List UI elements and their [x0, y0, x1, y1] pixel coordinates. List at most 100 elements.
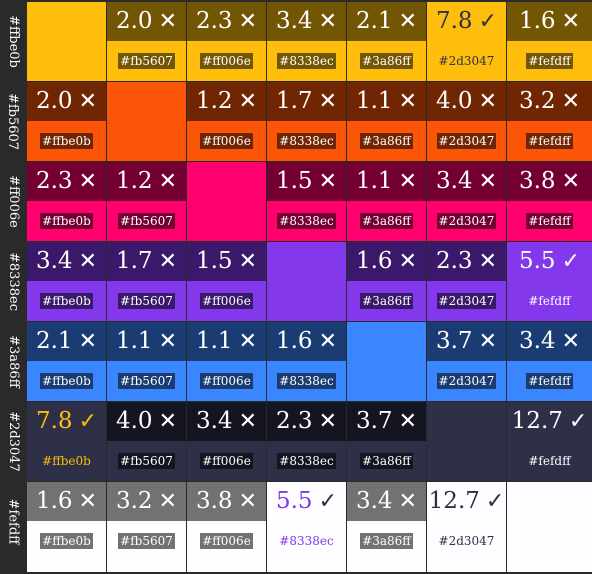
- cross-icon: ✕: [318, 329, 337, 354]
- ratio-value: 12.7: [428, 488, 480, 514]
- contrast-cell: 2.3 ✕ #ffbe0b: [27, 162, 106, 241]
- color-code: #fb5607: [118, 533, 175, 549]
- color-code-label: #3a86ff: [347, 290, 426, 309]
- cell-shade: [27, 482, 106, 521]
- contrast-cell: 1.5 ✕ #ff006e: [187, 242, 266, 321]
- color-code-label: #fefdff: [507, 210, 592, 229]
- row-label-text: #8338ec: [5, 252, 21, 311]
- row-label-text: #ff006e: [5, 175, 21, 228]
- contrast-cell: 1.1 ✕ #3a86ff: [347, 162, 426, 241]
- contrast-cell: 4.0 ✕ #fb5607: [107, 402, 186, 481]
- cell-shade: [507, 322, 592, 361]
- ratio-value: 1.6: [275, 328, 313, 354]
- color-code: #fefdff: [526, 53, 573, 69]
- cell-shade: [347, 82, 426, 121]
- row-label: #fb5607: [0, 82, 26, 161]
- contrast-ratio: 2.0 ✕: [107, 8, 186, 34]
- cross-icon: ✕: [158, 489, 177, 514]
- ratio-value: 2.3: [35, 168, 73, 194]
- contrast-ratio: 2.0 ✕: [27, 88, 106, 114]
- color-code: #3a86ff: [360, 533, 413, 549]
- row-label: #fefdff: [0, 482, 26, 561]
- contrast-ratio: 3.4 ✕: [507, 328, 592, 354]
- cell-shade: [267, 162, 346, 201]
- ratio-value: 2.0: [35, 88, 73, 114]
- color-code-label: #3a86ff: [347, 530, 426, 549]
- contrast-ratio: 1.1 ✕: [347, 88, 426, 114]
- ratio-value: 1.1: [355, 168, 393, 194]
- contrast-ratio: 4.0 ✕: [427, 88, 506, 114]
- color-code: #3a86ff: [360, 213, 413, 229]
- color-code: #fefdff: [528, 294, 571, 308]
- contrast-cell: 1.6 ✕ #3a86ff: [347, 242, 426, 321]
- contrast-cell: 3.8 ✕ #ff006e: [187, 482, 266, 572]
- color-code: #fb5607: [118, 293, 175, 309]
- check-icon: ✓: [485, 489, 505, 514]
- contrast-cell: 4.0 ✕ #2d3047: [427, 82, 506, 161]
- contrast-cell: [427, 402, 506, 481]
- cell-shade: [347, 2, 426, 41]
- ratio-value: 1.6: [355, 248, 393, 274]
- contrast-cell: [187, 162, 266, 241]
- contrast-cell: 1.7 ✕ #fb5607: [107, 242, 186, 321]
- row-label: #ffbe0b: [0, 2, 26, 81]
- cell-shade: [107, 162, 186, 201]
- ratio-value: 1.5: [195, 248, 233, 274]
- contrast-cell: 3.4 ✕ #ffbe0b: [27, 242, 106, 321]
- color-code: #ff006e: [200, 133, 253, 149]
- color-code: #fb5607: [118, 53, 175, 69]
- color-code-label: #8338ec: [267, 130, 346, 149]
- contrast-ratio: 1.1 ✕: [107, 328, 186, 354]
- color-code: #ffbe0b: [40, 533, 93, 549]
- contrast-cell: 12.7 ✓ #2d3047: [427, 482, 506, 572]
- cross-icon: ✕: [318, 409, 337, 434]
- cell-shade: [107, 322, 186, 361]
- cross-icon: ✕: [398, 489, 417, 514]
- color-code: #8338ec: [277, 373, 336, 389]
- color-code-label: #3a86ff: [347, 450, 426, 469]
- contrast-ratio: 5.5 ✓: [267, 488, 346, 514]
- ratio-value: 4.0: [115, 408, 153, 434]
- cell-shade: [107, 402, 186, 441]
- cross-icon: ✕: [238, 9, 257, 34]
- contrast-cell: 3.7 ✕ #2d3047: [427, 322, 506, 401]
- cross-icon: ✕: [78, 169, 97, 194]
- ratio-value: 1.2: [195, 88, 233, 114]
- contrast-cell: 3.2 ✕ #fefdff: [507, 82, 592, 161]
- color-code: #ffbe0b: [40, 133, 93, 149]
- color-code: #3a86ff: [360, 453, 413, 469]
- row-label-text: #fefdff: [5, 498, 21, 545]
- cross-icon: ✕: [561, 169, 580, 194]
- contrast-ratio: 1.1 ✕: [187, 328, 266, 354]
- ratio-value: 3.4: [275, 8, 313, 34]
- contrast-cell: 2.0 ✕ #fb5607: [107, 2, 186, 81]
- cross-icon: ✕: [158, 9, 177, 34]
- cell-shade: [187, 482, 266, 521]
- color-code-label: #ff006e: [187, 130, 266, 149]
- cross-icon: ✕: [398, 409, 417, 434]
- contrast-ratio: 2.1 ✕: [347, 8, 426, 34]
- contrast-ratio: 2.3 ✕: [27, 168, 106, 194]
- contrast-cell: [27, 2, 106, 81]
- color-code-label: #2d3047: [427, 130, 506, 149]
- contrast-cell: 3.4 ✕ #ff006e: [187, 402, 266, 481]
- cell-shade: [347, 402, 426, 441]
- contrast-ratio: 1.5 ✕: [187, 248, 266, 274]
- ratio-value: 1.1: [115, 328, 153, 354]
- check-icon: ✓: [478, 9, 497, 34]
- cell-shade: [427, 322, 506, 361]
- color-code-label: #2d3047: [427, 370, 506, 389]
- cross-icon: ✕: [561, 9, 580, 34]
- contrast-ratio: 5.5 ✓: [507, 248, 592, 274]
- cross-icon: ✕: [318, 169, 337, 194]
- cross-icon: ✕: [238, 489, 257, 514]
- ratio-value: 2.1: [35, 328, 73, 354]
- cross-icon: ✕: [158, 329, 177, 354]
- contrast-cell: 1.5 ✕ #8338ec: [267, 162, 346, 241]
- row-label-text: #fb5607: [5, 92, 21, 151]
- contrast-ratio: 3.4 ✕: [347, 488, 426, 514]
- color-code: #ffbe0b: [40, 213, 93, 229]
- cell-shade: [427, 162, 506, 201]
- ratio-value: 1.1: [195, 328, 233, 354]
